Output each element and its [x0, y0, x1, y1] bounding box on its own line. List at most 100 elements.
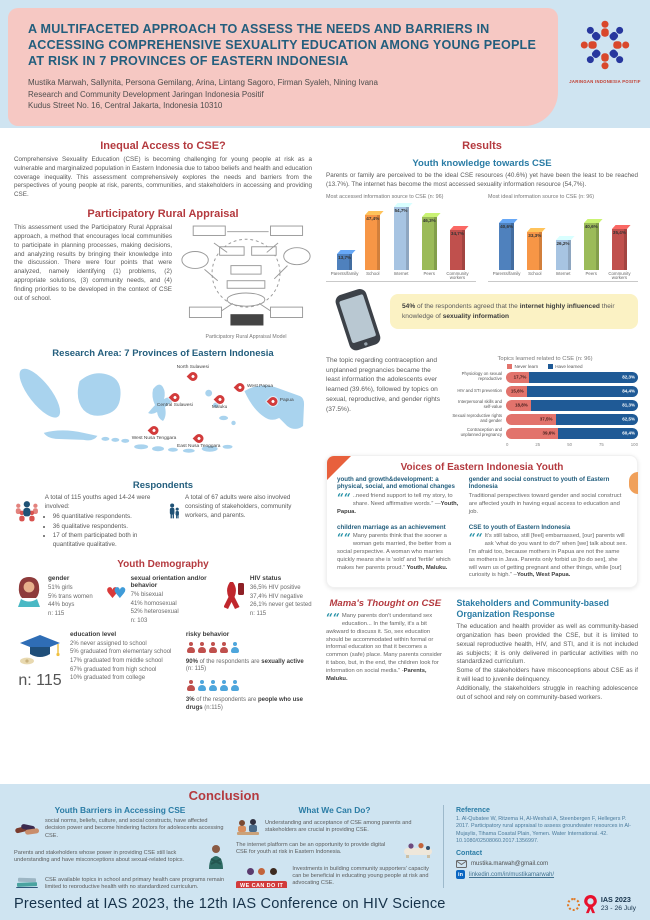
legend-never: Never learn — [507, 363, 538, 369]
voice-item: CSE to youth of Eastern Indonesia ““ It's… — [468, 523, 627, 579]
action-item: WE CAN DO IT Investments in building com… — [236, 862, 433, 891]
stakeholders-heading: Stakeholders and Community-based Organiz… — [456, 598, 610, 620]
reference-heading: Reference — [456, 807, 490, 814]
orientation-line: 52% heterosexual — [130, 609, 179, 616]
topics-learned-chart: Topics learned related to CSE (n: 96) Ne… — [452, 356, 638, 447]
chart-accessed-title: Most accessed information source to CSE … — [326, 193, 444, 200]
red-ribbon-logo-icon — [584, 894, 597, 913]
pin-icon — [168, 390, 182, 404]
bar-community-workers: 35,4% Community workers — [608, 228, 631, 281]
stakeholders-response: Stakeholders and Community-based Organiz… — [457, 596, 638, 702]
voice-item: youth and growth&development: a physical… — [337, 475, 459, 515]
person-icon — [208, 680, 217, 692]
education-line: 17% graduated from middle school — [70, 658, 163, 665]
person-crossed-arms-icon — [209, 844, 223, 869]
sexually-active-pictogram — [186, 640, 312, 658]
barrier-item: social norms, beliefs, culture, and soci… — [14, 818, 226, 840]
ias-line1: IAS 2023 — [600, 894, 631, 904]
discussion-icon — [237, 819, 259, 835]
corner-decoration — [327, 455, 351, 480]
adults-total: A total of 67 adults were also involved … — [184, 494, 292, 519]
ideal-bar-chart: 40,6% Parents/family 33,3% School 26,2% Inter… — [488, 203, 638, 282]
right-column: Results Youth knowledge towards CSE Pare… — [326, 132, 638, 784]
logo-emblem-icon — [580, 20, 630, 70]
map-islands — [19, 368, 305, 453]
inequal-body: Comprehensive Sexuality Education (CSE) … — [14, 156, 312, 199]
stakeholders-body: The education and health provider as wel… — [456, 623, 638, 666]
bar-school: 47,4% School — [365, 214, 381, 276]
internet-influence-callout: 54% of the respondents agreed that the i… — [390, 293, 638, 330]
conclusion-section: Conclusion Youth Barriers in Accessing C… — [0, 784, 650, 898]
hiv-line: 36,5% HIV positive — [249, 584, 301, 591]
actions-heading: What We Can Do? — [298, 805, 371, 815]
pra-body: This assessment used the Participatory R… — [14, 224, 172, 302]
map-pin-east-nusa-tenggara: East Nusa Tenggara — [177, 432, 220, 449]
legend-have: Have learned — [548, 363, 583, 369]
knowledge-heading: Youth knowledge towards CSE — [412, 158, 552, 169]
barriers-column: Youth Barriers in Accessing CSE social n… — [14, 805, 226, 898]
youth-bullet: 36 qualitative respondents. — [53, 523, 158, 532]
quote-icon: ““ — [326, 611, 340, 626]
map-pin-west-nusa-tenggara: West Nusa Tenggara — [132, 423, 176, 441]
contact-email[interactable]: mustika.marwah@gmail.com — [471, 860, 549, 867]
inequal-heading: Inequal Access to CSE? — [100, 140, 226, 152]
orientation-line: 7% bisexual — [130, 591, 163, 598]
heart-blue-icon: ♥ — [113, 583, 127, 602]
quote-icon: ““ — [468, 531, 483, 546]
footer: Presented at IAS 2023, the 12th IAS Conf… — [0, 888, 650, 920]
bar-parents-family: 13,7% Parents/family — [330, 253, 359, 276]
map-pin-papua: Papua — [266, 395, 294, 408]
gender-line: 51% girls — [48, 584, 73, 591]
pin-icon — [147, 423, 161, 437]
mama-thought: Mama's Thought on CSE ““ Many parents don… — [326, 596, 445, 702]
gender-line: 44% boys — [48, 602, 75, 609]
graduation-cap-icon — [20, 634, 60, 665]
person-icon — [186, 641, 195, 653]
topics-x-axis: 0 25 50 75 100 — [506, 441, 638, 447]
bar-peers: 40,6% Peers — [583, 222, 599, 276]
conclusion-heading: Conclusion — [188, 788, 260, 803]
topics-bar-row: Sexual reproductive rights and gender 37,… — [452, 413, 638, 426]
voices-card: Voices of Eastern Indonesia Youth youth … — [326, 454, 638, 589]
left-column: Inequal Access to CSE? Comprehensive Sex… — [14, 132, 312, 784]
risky-line-2: 3% of the respondents are people who use… — [185, 697, 303, 712]
chart-most-accessed: Most accessed information source to CSE … — [326, 194, 476, 282]
voices-heading: Voices of Eastern Indonesia Youth — [400, 461, 564, 473]
ias-line2: 23 - 26 July — [600, 904, 636, 912]
accessed-bar-chart: 13,7% Parents/family 47,4% School 54,7% Inter… — [326, 203, 476, 282]
reference-text: 1. Al-Qubatee W, Ritzema H, Al-Weshali A… — [456, 816, 631, 844]
risky-title: risky behavior — [185, 630, 230, 638]
results-heading: Results — [462, 140, 502, 152]
barrier-item: Parents and stakeholders whose power in … — [14, 844, 226, 870]
orientation-line: n: 103 — [130, 618, 148, 624]
education-line: 5% graduated from elementary school — [70, 649, 172, 656]
topics-bar-row: Contraception and unplanned pregnancy 39,… — [452, 427, 638, 440]
risky-line-1: 90% of the respondents are sexually acti… — [185, 658, 304, 673]
bar-internet: 26,2% Internet — [555, 239, 571, 276]
hiv-line: n: 115 — [249, 611, 267, 617]
topics-chart-title: Topics learned related to CSE (n: 96) — [497, 355, 593, 362]
we-can-do-it-illustration: WE CAN DO IT — [236, 862, 288, 891]
map-pin-maluku: Maluku — [212, 392, 227, 410]
quote-icon: ““ — [337, 531, 351, 546]
pin-icon — [266, 395, 280, 408]
topics-body: The topic regarding contraception and un… — [326, 356, 440, 414]
orientation-line: 41% homosexual — [130, 600, 177, 607]
education-title: education level — [70, 630, 117, 638]
gender-title: gender — [48, 574, 70, 582]
adults-icon — [169, 503, 179, 519]
contact-linkedin[interactable]: linkedin.com/in/mustikamarwah/ — [469, 871, 555, 878]
demo-hiv: HIV status 36,5% HIV positive 37,4% HIV … — [223, 575, 312, 626]
organization-logo: JARINGAN INDONESIA POSITIF — [566, 18, 644, 84]
bar-peers: 46,3% Peers — [421, 216, 437, 276]
education-line: 2% never assigned to school — [70, 640, 147, 647]
demo-risky: risky behavior 90% of the respondents ar… — [186, 631, 312, 717]
pin-icon — [192, 432, 206, 446]
action-item: The internet platform can be an opportun… — [236, 840, 433, 858]
person-icon — [219, 641, 228, 653]
topics-bar-row: HIV and STI prevention 15,6% 84,4% — [452, 385, 638, 398]
chart-ideal-title: Most ideal information source to CSE (n:… — [488, 193, 595, 200]
authors: Mustika Marwah, Sallynita, Persona Gemil… — [28, 78, 378, 88]
education-n: n: 115 — [18, 671, 62, 689]
